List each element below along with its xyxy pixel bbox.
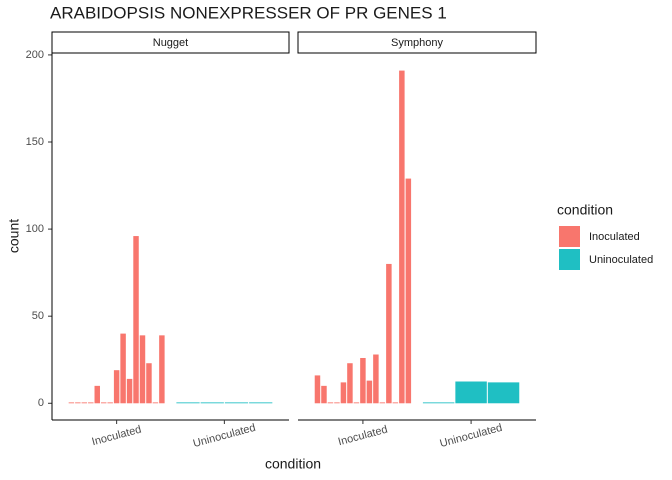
x-tick-label: Inoculated — [337, 424, 389, 449]
bar — [107, 402, 113, 404]
bar — [94, 385, 100, 404]
bar — [75, 402, 81, 404]
bar — [366, 380, 373, 404]
bar — [379, 402, 386, 404]
bar — [126, 378, 133, 404]
bar — [327, 402, 334, 404]
bar — [120, 333, 126, 404]
bar — [68, 402, 75, 404]
x-tick-label: Uninoculated — [438, 422, 503, 450]
legend-key — [559, 249, 580, 270]
y-tick-label: 150 — [26, 136, 44, 148]
bar — [373, 354, 379, 404]
bar — [200, 402, 224, 404]
bar — [360, 357, 366, 404]
bar — [139, 335, 146, 404]
bar — [249, 402, 273, 404]
bar — [81, 402, 88, 404]
bar — [392, 402, 399, 404]
y-axis-label: count — [6, 219, 22, 253]
x-tick-label: Inoculated — [91, 424, 143, 449]
bar — [224, 402, 249, 404]
bar — [340, 382, 347, 404]
bar — [487, 382, 520, 404]
y-tick-label: 100 — [26, 223, 44, 235]
facet-label: Nugget — [153, 37, 188, 49]
bar — [133, 236, 139, 404]
bar — [321, 385, 327, 404]
y-tick-label: 0 — [38, 397, 44, 409]
y-tick-label: 50 — [32, 310, 44, 322]
bar — [314, 375, 321, 404]
bar — [386, 263, 392, 404]
bar — [100, 402, 107, 404]
chart-title: ARABIDOPSIS NONEXPRESSER OF PR GENES 1 — [50, 3, 447, 22]
bar — [152, 402, 159, 404]
legend-label: Inoculated — [589, 231, 640, 243]
bar — [334, 402, 340, 404]
x-axis-label: condition — [265, 456, 321, 472]
bar — [455, 381, 487, 404]
bar — [146, 363, 152, 404]
bar — [353, 402, 360, 404]
bar — [422, 402, 455, 404]
bar — [405, 178, 412, 404]
facet-label: Symphony — [391, 37, 443, 49]
bar — [88, 402, 94, 404]
facet-strip — [51, 31, 290, 54]
legend-title: condition — [557, 202, 613, 218]
legend-label: Uninoculated — [589, 254, 653, 266]
bar — [399, 70, 405, 404]
bar — [159, 335, 165, 404]
x-tick-label: Uninoculated — [192, 422, 257, 450]
y-tick-label: 200 — [26, 49, 44, 61]
facet-strip — [297, 31, 537, 54]
bar — [113, 370, 120, 404]
bar — [347, 363, 353, 404]
bar — [176, 402, 200, 404]
legend-key — [559, 226, 580, 247]
